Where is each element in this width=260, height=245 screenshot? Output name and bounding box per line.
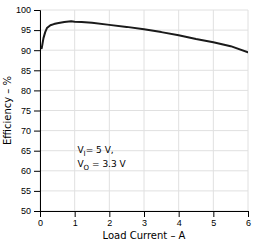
x-axis: 0 1 2 3 4 5 6	[38, 211, 251, 228]
axis-line	[41, 212, 249, 218]
tick-label: 60	[21, 166, 31, 176]
tick: 100	[16, 5, 40, 15]
tick: 60	[21, 166, 40, 176]
tick-label: 75	[21, 106, 31, 116]
tick-label: 4	[177, 218, 182, 228]
tick-label: 50	[21, 206, 31, 216]
tick: 65	[21, 146, 40, 156]
tick-label: 100	[16, 5, 31, 15]
y-axis: 50 55 60 65 70 75 80 85 90 95 100	[16, 5, 41, 216]
grid	[40, 10, 248, 211]
marks	[42, 21, 248, 52]
tick-label: 70	[21, 126, 31, 136]
tick-mark	[34, 70, 40, 71]
tick: 95	[21, 25, 40, 35]
tick-mark	[34, 50, 40, 51]
tick-mark	[34, 30, 40, 31]
axis-line	[34, 11, 41, 212]
tick-mark	[213, 211, 214, 217]
line	[42, 21, 248, 52]
tick: 70	[21, 126, 40, 136]
tick-label: 90	[21, 46, 31, 56]
tick-label: 1	[73, 218, 78, 228]
tick: 90	[21, 46, 40, 56]
tick-label: 2	[107, 218, 112, 228]
grid-line	[40, 150, 248, 151]
annotation: VI= 5 V,	[77, 144, 113, 157]
tick-mark	[75, 211, 76, 217]
tick-mark	[34, 111, 40, 112]
tick: 85	[21, 66, 40, 76]
tick: 4	[177, 211, 182, 228]
tick-mark	[248, 211, 249, 217]
grid-line	[40, 110, 248, 111]
tick-label: 5	[211, 218, 216, 228]
tick: 6	[246, 211, 251, 228]
tick-mark	[34, 191, 40, 192]
tick-label: 55	[21, 186, 31, 196]
tick-label: 0	[38, 218, 43, 228]
tick-label: 80	[21, 86, 31, 96]
y-axis-label: Efficiency – %	[2, 76, 13, 145]
annotation: VO = 3.3 V	[77, 158, 126, 171]
tick-label: 85	[21, 66, 31, 76]
grid-line	[40, 90, 248, 91]
grid-line	[40, 130, 248, 131]
grid-line	[40, 190, 248, 191]
tick: 55	[21, 186, 40, 196]
tick-mark	[109, 211, 110, 217]
tick: 0	[38, 211, 43, 228]
tick-mark	[144, 211, 145, 217]
tick-mark	[34, 90, 40, 91]
tick: 50	[21, 206, 40, 216]
grid-line	[40, 50, 248, 51]
tick-label: 3	[142, 218, 147, 228]
tick-mark	[34, 211, 40, 212]
tick: 1	[73, 211, 78, 228]
grid-line	[40, 170, 248, 171]
plot: 0 1 2 3 4 5 6 50 55 60 65 70 75 80 85 90 95 100 VI= 5 V,VO…	[16, 5, 251, 228]
tick-label: 95	[21, 25, 31, 35]
tick: 5	[211, 211, 216, 228]
tick-mark	[34, 171, 40, 172]
tick-mark	[179, 211, 180, 217]
tick-mark	[34, 151, 40, 152]
tick-label: 65	[21, 146, 31, 156]
tick-label: 6	[246, 218, 251, 228]
tick: 3	[142, 211, 147, 228]
x-axis-label: Load Current – A	[103, 230, 186, 241]
grid-line	[40, 70, 248, 71]
chart: 0 1 2 3 4 5 6 50 55 60 65 70 75 80 85 90 95 100 VI= 5 V,VO…	[0, 0, 260, 245]
tick: 75	[21, 106, 40, 116]
tick: 80	[21, 86, 40, 96]
tick-mark	[34, 10, 40, 11]
tick-mark	[34, 131, 40, 132]
grid-line	[40, 10, 248, 11]
tick: 2	[107, 211, 112, 228]
